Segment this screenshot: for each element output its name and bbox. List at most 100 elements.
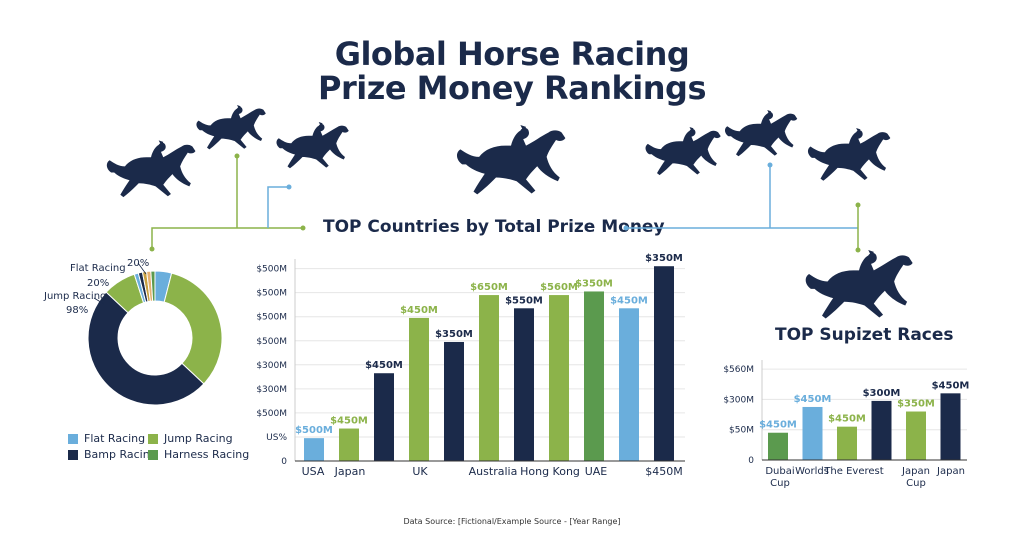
y-tick-label: $560M [723,365,754,375]
bar [444,341,464,461]
donut-slice [87,291,205,406]
y-tick-label: $500M [256,265,287,275]
x-tick-label: Worlds [795,466,829,477]
bar [906,411,926,460]
legend-swatch [148,449,158,460]
connector-dot [855,202,861,208]
x-tick-label: Hong Kong [520,465,580,478]
x-tick-label: The Everest [823,466,883,477]
bar-value-label: $450M [365,360,403,371]
y-tick-label: $300M [723,395,754,405]
legend-label: Flat Racing [84,432,146,445]
slice-pct: 98% [66,305,88,316]
legend-swatch [148,433,158,444]
y-tick-label: $500M [256,289,287,299]
connector-dot [855,247,861,253]
legend-item: Flat Racing [68,432,145,445]
countries-chart-title: TOP Countries by Total Prize Money [323,217,665,237]
donut-slice [163,272,223,385]
bar [339,428,359,461]
page-title-line-1: Global Horse Racing [334,35,690,73]
slice-leader [137,262,147,275]
x-tick-label: Dubai [765,466,794,477]
x-tick-label: Japan [334,465,366,478]
bar [802,406,823,460]
bar-value-label: $450M [759,420,797,431]
bar [374,373,394,461]
bar [654,266,674,461]
races-bar-chart: 0$50M$300M$560M$450M$450M$450M$300M$350M… [723,360,969,489]
x-tick-label: USA [302,465,325,478]
countries-bar-chart: 0US%$500M$300M$300M$500M$500M$500M$500M$… [256,253,685,478]
horse-rider-icon [645,127,721,176]
connector-horse-2 [267,186,289,228]
x-tick-label: UK [412,465,428,478]
bar [619,308,639,461]
bar [549,295,569,461]
y-tick-label: 0 [748,456,754,466]
horse-rider-icon [805,250,913,319]
slice-label: Jump Racing [43,291,106,302]
connector-dot [623,225,629,231]
connector-dot [149,246,155,252]
bar [514,308,534,461]
connector-dot [767,162,773,168]
horse-rider-icon [807,128,891,181]
bar-value-label: $450M [330,416,368,427]
x-tick-label: Australia [469,465,518,478]
bar-value-label: $450M [932,380,970,391]
bar-value-label: $550M [505,295,543,306]
bar-value-label: $560M [540,282,578,293]
y-tick-label: $500M [256,337,287,347]
bar-value-label: $500M [295,425,333,436]
bar-value-label: $350M [897,399,935,410]
donut-slice [150,270,156,302]
x-tick-label: $450M [645,465,683,478]
bar-value-label: $450M [610,295,648,306]
y-tick-label: $300M [256,361,287,371]
horse-rider-icon [106,140,196,198]
connector-pie [151,227,303,249]
slice-leader [93,297,105,305]
y-tick-label: $500M [256,313,287,323]
races-chart-title: TOP Supizet Races [775,325,954,345]
page-title-line-2: Prize Money Rankings [318,69,706,107]
y-tick-label: 0 [281,457,287,467]
connector-dot [234,153,240,159]
data-source-note: Data Source: [Fictional/Example Source -… [403,517,621,526]
connector-dot [300,225,306,231]
connector-dot [286,184,292,190]
legend-swatch [68,449,78,460]
legend-swatch [68,433,78,444]
x-tick-label: Cup [906,478,926,489]
bar [940,393,961,460]
bar [409,317,429,461]
bar-value-label: $350M [435,329,473,340]
horse-rider-icon [196,105,266,150]
y-tick-label: $300M [256,385,287,395]
legend-item: Bamp Racing [68,448,157,461]
bar-value-label: $450M [828,414,866,425]
horse-rider-icon [456,125,566,195]
x-tick-label: UAE [585,465,608,478]
bar [479,295,499,461]
legend-item: Harness Racing [148,448,249,461]
bar [304,438,324,461]
legend-label: Harness Racing [164,448,250,461]
legend-label: Jump Racing [164,432,233,445]
connectors [151,156,859,250]
x-tick-label: Japan [936,466,965,477]
bar [584,291,604,461]
bar-value-label: $450M [794,394,832,405]
horse-rider-icon [276,122,349,169]
bar-value-label: $450M [400,305,438,316]
bar-value-label: $350M [575,278,613,289]
y-tick-label: $500M [256,409,287,419]
y-tick-label: US% [266,433,287,443]
x-tick-label: Japan [901,466,930,477]
legend-item: Jump Racing [148,432,233,445]
bar [871,400,892,460]
y-tick-label: $50M [729,426,754,436]
horse-rider-icon [724,110,798,157]
